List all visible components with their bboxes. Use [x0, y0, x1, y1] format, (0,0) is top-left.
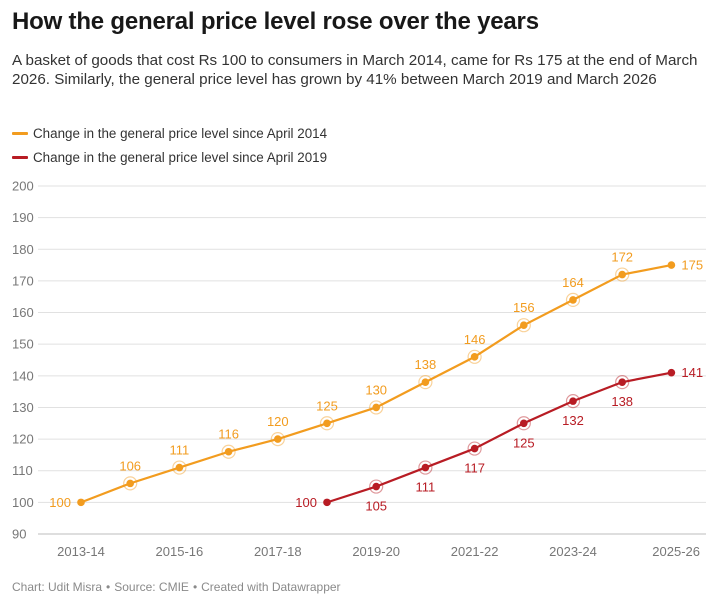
data-label: 117 [464, 461, 485, 476]
data-label: 141 [681, 365, 703, 380]
data-point-halo [467, 349, 482, 364]
y-tick-label: 140 [12, 368, 34, 383]
data-point-halo [516, 416, 531, 431]
data-label: 132 [562, 413, 584, 428]
x-tick-label: 2013-14 [57, 544, 105, 559]
data-point-halo [369, 400, 384, 415]
y-tick-label: 160 [12, 305, 34, 320]
x-tick-label: 2023-24 [549, 544, 597, 559]
data-point [470, 444, 479, 453]
data-label: 130 [365, 382, 387, 397]
data-label: 175 [681, 258, 703, 273]
legend-label-2019: Change in the general price level since … [33, 149, 328, 165]
y-tick-label: 190 [12, 210, 34, 225]
x-tick-label: 2025-26 [652, 544, 700, 559]
footer: Chart: Udit Misra • Source: CMIE • Created w… [12, 580, 341, 594]
data-point-halo [270, 431, 285, 447]
data-label: 100 [295, 495, 317, 510]
y-tick-label: 200 [12, 179, 34, 194]
x-tick-label: 2015-16 [156, 544, 204, 559]
x-tick-label: 2021-22 [451, 544, 499, 559]
legend-item-2019: Change in the general price level since … [12, 145, 327, 169]
data-point-halo [418, 460, 433, 475]
data-label: 146 [464, 332, 486, 347]
y-tick-label: 170 [12, 273, 34, 288]
data-label: 125 [513, 435, 535, 450]
data-label: 111 [416, 480, 436, 495]
data-point [126, 479, 134, 488]
data-point [520, 419, 528, 428]
data-point [372, 482, 381, 491]
legend-item-2014: Change in the general price level since … [12, 121, 327, 145]
x-tick-label: 2017-18 [254, 544, 302, 559]
data-label: 111 [170, 443, 190, 458]
data-point [618, 270, 626, 279]
data-point-halo [418, 375, 433, 390]
y-tick-label: 110 [12, 463, 33, 478]
chart-subtitle: A basket of goods that cost Rs 100 to co… [12, 52, 698, 88]
data-point-halo [319, 416, 335, 431]
data-label: 105 [365, 499, 387, 514]
data-point-halo [565, 292, 581, 307]
chart-title: How the general price level rose over th… [12, 8, 539, 35]
data-point [667, 261, 676, 269]
data-point [323, 498, 331, 507]
data-label: 125 [316, 398, 338, 413]
data-point [569, 397, 577, 405]
data-point [520, 321, 528, 330]
data-point [372, 403, 381, 412]
footer-separator: • [192, 580, 198, 594]
data-point-halo [516, 318, 531, 333]
footer-source: Source: CMIE [114, 580, 189, 594]
y-tick-label: 120 [12, 432, 34, 447]
data-point [618, 378, 626, 386]
footer-created-with: Created with Datawrapper [201, 580, 341, 594]
data-point-halo [369, 479, 384, 494]
data-label: 116 [218, 427, 239, 442]
data-point-halo [565, 394, 581, 409]
data-point-halo [123, 476, 138, 491]
y-tick-label: 150 [12, 337, 34, 352]
data-label: 138 [611, 394, 633, 409]
data-point [175, 463, 184, 472]
data-point [421, 378, 430, 386]
y-tick-label: 180 [12, 242, 34, 257]
y-tick-label: 90 [12, 527, 26, 542]
data-point [323, 419, 331, 428]
y-tick-label: 130 [12, 400, 34, 415]
footer-chart-credit: Chart: Udit Misra [12, 580, 103, 594]
x-tick-label: 2019-20 [352, 544, 400, 559]
data-label: 156 [513, 300, 535, 315]
data-point-halo [221, 444, 236, 459]
data-point-halo [172, 460, 187, 475]
data-label: 172 [611, 250, 633, 265]
legend: Change in the general price level since … [12, 121, 327, 169]
data-label: 120 [267, 414, 289, 429]
y-tick-label: 100 [12, 495, 34, 510]
data-point [569, 296, 577, 304]
data-point-halo [467, 441, 482, 456]
legend-label-2014: Change in the general price level since … [33, 125, 328, 141]
data-point [421, 463, 430, 472]
data-point-halo [615, 375, 630, 390]
series-line [326, 371, 672, 504]
data-point [77, 498, 85, 507]
data-point-halo [615, 267, 630, 282]
footer-separator: • [106, 580, 111, 594]
legend-swatch-2014 [12, 131, 28, 135]
legend-swatch-2019 [12, 155, 28, 159]
data-label: 106 [119, 458, 141, 473]
data-point [470, 353, 479, 361]
data-point [667, 368, 676, 377]
data-label: 100 [49, 495, 71, 510]
data-label: 164 [562, 275, 584, 290]
data-point [224, 447, 233, 456]
data-label: 138 [415, 357, 437, 372]
data-point [274, 435, 282, 443]
